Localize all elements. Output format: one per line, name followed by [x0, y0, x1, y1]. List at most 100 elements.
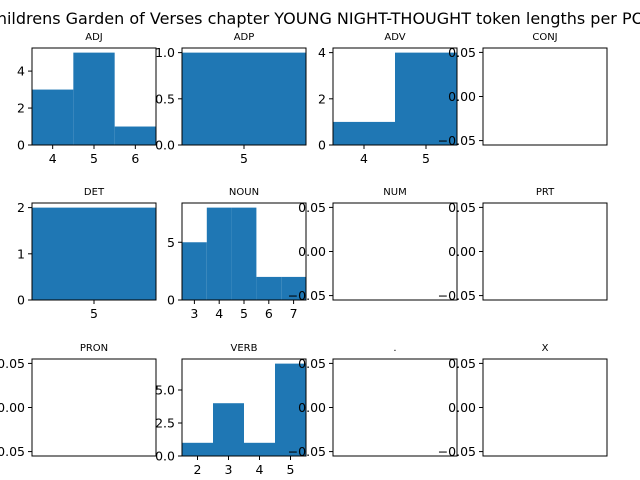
subplot-verb: VERB 0.0 2.5 5.0 2 3 4 5: [155, 343, 307, 477]
bar-length-3: [213, 403, 244, 456]
y-tick-label: 2: [318, 91, 326, 106]
x-tick-label: 5: [90, 306, 98, 321]
subplot-num: NUM −0.05 0.00 0.05: [288, 187, 458, 303]
bar-length-5: [231, 207, 257, 300]
subplot-title: VERB: [231, 343, 258, 354]
subplot-noun: NOUN 0 5 3 4 5 6 7: [167, 187, 307, 321]
subplot-title: ADJ: [85, 32, 103, 43]
bar-length-6: [256, 276, 282, 300]
x-tick-label: 5: [90, 151, 98, 166]
bar-length-5: [73, 52, 115, 145]
y-tick-label: 0.05: [448, 200, 476, 215]
y-tick-label: 0.05: [448, 45, 476, 60]
y-tick-label: 0.00: [0, 400, 25, 415]
bar-length-5: [32, 207, 156, 300]
axes-frame: [31, 358, 157, 457]
y-tick-label: 0.0: [155, 138, 175, 153]
subplot-title: DET: [84, 187, 105, 198]
y-tick-label: 1: [17, 246, 25, 261]
axes-frame: [482, 202, 608, 301]
bar-length-4: [333, 121, 395, 145]
y-tick-label: −0.05: [438, 133, 476, 148]
subplot-dot: . −0.05 0.00 0.05: [288, 343, 458, 459]
x-tick-label: 5: [422, 151, 430, 166]
subplot-adv: ADV 0 2 4 4 5: [318, 32, 458, 166]
subplot-title: X: [542, 343, 549, 354]
bar-length-4: [244, 442, 275, 456]
subplot-adp: ADP 0.0 0.5 1.0 5: [155, 32, 307, 166]
axes-frame: [332, 47, 458, 146]
bar-length-3: [182, 242, 207, 300]
y-tick-label: 0.00: [448, 400, 476, 415]
y-tick-label: 0: [318, 138, 326, 153]
y-tick-label: 2: [17, 200, 25, 215]
y-tick-label: 2: [17, 101, 25, 116]
bar-length-2: [182, 442, 213, 456]
bar-length-5: [182, 52, 306, 145]
subplot-title: PRON: [80, 343, 108, 354]
y-tick-label: −0.05: [288, 444, 326, 459]
y-tick-label: 0.05: [298, 356, 326, 371]
figure-title: Childrens Garden of Verses chapter YOUNG…: [0, 9, 640, 28]
x-tick-label: 5: [240, 306, 248, 321]
x-tick-label: 2: [194, 462, 202, 477]
subplot-title: CONJ: [532, 32, 557, 43]
bar-length-4: [206, 207, 232, 300]
y-tick-label: 2.5: [155, 416, 175, 431]
x-tick-label: 4: [49, 151, 57, 166]
y-tick-label: 0.05: [0, 356, 25, 371]
y-tick-label: 4: [318, 45, 326, 60]
axes-frame: [31, 202, 157, 301]
axes-frame: [31, 47, 157, 146]
x-tick-label: 3: [190, 306, 198, 321]
x-tick-label: 5: [287, 462, 295, 477]
x-tick-label: 5: [240, 151, 248, 166]
subplot-title: .: [393, 343, 396, 354]
y-tick-label: 0.00: [448, 244, 476, 259]
y-tick-label: 5.0: [155, 383, 175, 398]
subplot-conj: CONJ −0.05 0.00 0.05: [438, 32, 608, 148]
subplot-pron: PRON −0.05 0.00 0.05: [0, 343, 157, 459]
axes-frame: [332, 202, 458, 301]
y-tick-label: 0.00: [448, 89, 476, 104]
x-tick-label: 7: [290, 306, 298, 321]
axes-frame: [181, 358, 307, 457]
y-tick-label: 4: [17, 64, 25, 79]
y-tick-label: 0.5: [155, 91, 175, 106]
y-tick-label: −0.05: [438, 444, 476, 459]
bar-length-5: [395, 52, 457, 145]
y-tick-label: 0.05: [298, 200, 326, 215]
subplot-title: NUM: [383, 187, 406, 198]
subplot-title: NOUN: [229, 187, 259, 198]
axes-frame: [181, 202, 307, 301]
subplot-prt: PRT −0.05 0.00 0.05: [438, 187, 608, 303]
y-tick-label: 1.0: [155, 45, 175, 60]
subplot-adj: ADJ 0 2 4 4 5 6: [17, 32, 157, 166]
x-tick-label: 4: [256, 462, 264, 477]
axes-frame: [332, 358, 458, 457]
bar-length-5: [275, 363, 306, 456]
x-tick-label: 6: [131, 151, 139, 166]
subplot-title: ADV: [384, 32, 405, 43]
y-tick-label: 0: [17, 138, 25, 153]
x-tick-label: 4: [215, 306, 223, 321]
axes-frame: [482, 47, 608, 146]
bar-length-6: [114, 126, 156, 145]
x-tick-label: 4: [360, 151, 368, 166]
y-tick-label: 0: [17, 293, 25, 308]
y-tick-label: −0.05: [288, 288, 326, 303]
x-tick-label: 3: [225, 462, 233, 477]
y-tick-label: −0.05: [438, 288, 476, 303]
subplot-title: ADP: [234, 32, 255, 43]
x-tick-label: 6: [265, 306, 273, 321]
axes-frame: [482, 358, 608, 457]
y-tick-label: 0.0: [155, 449, 175, 464]
subplot-x: X −0.05 0.00 0.05: [438, 343, 608, 459]
subplot-det: DET 0 1 2 5: [17, 187, 157, 321]
y-tick-label: 0: [167, 293, 175, 308]
y-tick-label: 0.00: [298, 244, 326, 259]
y-tick-label: −0.05: [0, 444, 25, 459]
axes-frame: [181, 47, 307, 146]
